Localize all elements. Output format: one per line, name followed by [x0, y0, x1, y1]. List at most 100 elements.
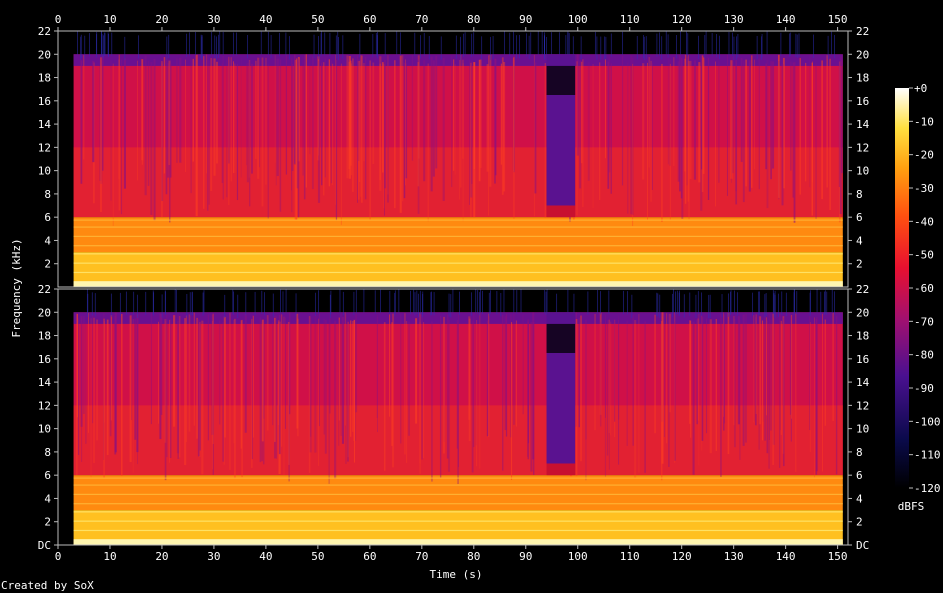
texture-streak [376, 316, 378, 418]
texture-streak [642, 63, 645, 180]
hf-whisker [189, 32, 190, 56]
harmonic-line [73, 520, 843, 522]
texture-streak [417, 55, 420, 159]
hf-whisker [264, 292, 265, 316]
hf-whisker [516, 35, 517, 59]
colorbar-tick-label: -120 [914, 482, 941, 495]
texture-streak [838, 61, 840, 188]
texture-streak [358, 58, 360, 162]
x-tick-label: 120 [672, 13, 692, 26]
texture-streak [255, 60, 257, 159]
texture-streak [454, 64, 456, 175]
texture-streak [288, 319, 290, 482]
x-tick-label: 90 [519, 550, 532, 563]
texture-streak [614, 319, 616, 422]
texture-streak [169, 63, 172, 178]
hf-whisker [509, 32, 511, 56]
texture-streak [473, 61, 476, 218]
hf-whisker [389, 290, 391, 315]
hf-whisker [733, 36, 735, 60]
hf-whisker [464, 32, 466, 56]
hf-whisker [329, 294, 331, 319]
texture-streak [303, 54, 306, 200]
texture-streak [576, 61, 578, 216]
hf-whisker [375, 33, 377, 57]
texture-streak [544, 63, 546, 218]
colorbar-tick-label: -30 [914, 182, 934, 195]
hf-whisker [810, 290, 811, 314]
hf-whisker [496, 291, 498, 315]
texture-streak [85, 321, 87, 444]
texture-streak [459, 59, 460, 200]
y-tick-label: 16 [38, 95, 51, 108]
texture-streak [161, 61, 163, 218]
colorbar-tick-label: -60 [914, 282, 934, 295]
texture-streak [228, 56, 230, 206]
hf-whisker [526, 33, 528, 57]
texture-streak [207, 314, 209, 441]
texture-streak [132, 318, 134, 473]
hf-whisker [260, 31, 262, 55]
hf-whisker [642, 34, 644, 59]
texture-streak [470, 61, 473, 198]
x-tick-label: 20 [155, 13, 168, 26]
hf-whisker [359, 33, 361, 58]
colorbar-ticks: +0 -10 -20 -30 -40 -50 -60 -70 -80 -90 -100 -110 -12… [909, 82, 941, 495]
hf-whisker [315, 292, 317, 316]
hf-whisker [222, 31, 224, 56]
hf-whisker [631, 294, 633, 319]
texture-streak [329, 315, 331, 414]
hf-whisker [481, 36, 483, 60]
y-tick-label: 12 [38, 399, 51, 412]
y-tick-label: 16 [856, 353, 869, 366]
hf-whisker [780, 32, 782, 57]
colorbar-tick-label: -90 [914, 382, 934, 395]
texture-streak [272, 322, 274, 426]
texture-streak [835, 315, 838, 475]
texture-streak [179, 57, 182, 163]
hf-whisker [671, 293, 673, 318]
texture-streak [240, 58, 242, 178]
y-tick-label: 18 [38, 330, 51, 343]
texture-streak [381, 62, 384, 173]
texture-streak [274, 55, 276, 163]
channel-2-panel [57, 288, 849, 546]
texture-streak [383, 63, 385, 209]
texture-streak [673, 57, 675, 166]
x-tick-label: 150 [828, 550, 848, 563]
hf-whisker [280, 289, 281, 313]
x-tick-label: 100 [568, 550, 588, 563]
texture-streak [285, 54, 288, 175]
hf-whisker [605, 36, 607, 61]
texture-streak [310, 317, 312, 437]
hf-whisker [676, 35, 677, 59]
hf-whisker [77, 31, 78, 55]
hf-whisker [661, 36, 663, 60]
x-axis-bottom: 0 10 20 30 40 50 60 70 80 90 100 110 120 130 140 150 [55, 545, 848, 563]
texture-streak [512, 59, 515, 171]
y-tick-label: DC [856, 539, 869, 552]
texture-streak [383, 59, 387, 189]
x-tick-label: 80 [467, 550, 480, 563]
texture-streak [814, 317, 815, 478]
hf-whisker [355, 290, 357, 314]
hf-whisker [816, 289, 818, 313]
texture-streak [732, 56, 734, 174]
texture-streak [789, 315, 792, 415]
texture-streak [592, 63, 594, 209]
texture-streak [475, 316, 477, 446]
hf-whisker [520, 289, 522, 313]
hf-whisker [730, 291, 731, 316]
texture-streak [751, 55, 753, 188]
texture-streak [469, 59, 470, 205]
texture-streak [190, 57, 192, 194]
texture-streak [462, 63, 464, 222]
texture-streak [610, 63, 613, 194]
hf-whisker [216, 36, 217, 60]
hf-whisker [80, 36, 82, 60]
texture-streak [352, 320, 354, 432]
texture-streak [686, 60, 688, 186]
harmonic-line [73, 484, 843, 486]
texture-streak [234, 318, 236, 479]
texture-streak [771, 61, 775, 169]
